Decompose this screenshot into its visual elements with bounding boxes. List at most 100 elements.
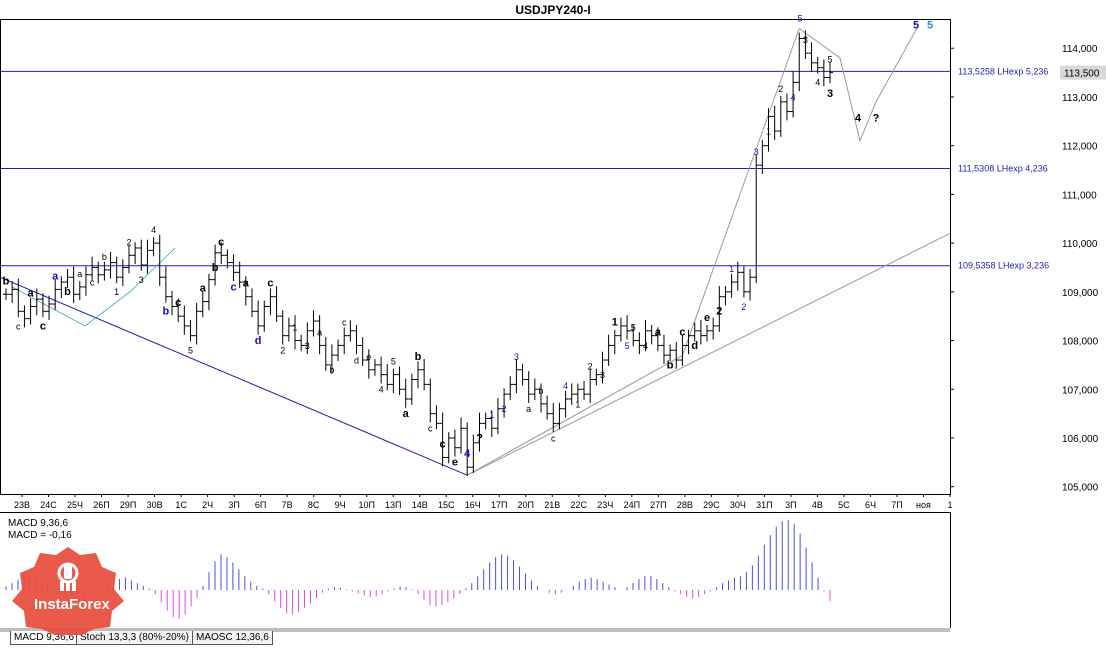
x-tick-label: 30В <box>147 500 163 510</box>
wave-label: 5 <box>913 20 919 32</box>
y-tick-label: 112,000 <box>1062 142 1098 153</box>
wave-label: d <box>691 340 698 352</box>
x-tick-label: 24П <box>624 500 640 510</box>
wave-label: a <box>526 404 531 414</box>
wave-label: 1 <box>729 264 734 274</box>
wave-label: 2 <box>778 84 783 94</box>
y-tick-label: 105,000 <box>1062 483 1099 494</box>
wave-label: e <box>452 457 458 469</box>
x-tick-label: 21В <box>544 500 560 510</box>
x-tick-label: 6П <box>255 500 266 510</box>
candles <box>3 30 833 476</box>
wave-label: b <box>212 262 219 274</box>
x-tick-label: 2Ч <box>202 500 213 510</box>
y-tick-label: 106,000 <box>1062 434 1099 445</box>
x-tick-label: 29С <box>703 500 720 510</box>
wave-label: a <box>200 283 207 295</box>
x-tick-label: 10П <box>358 500 374 510</box>
x-tick-label: 27П <box>650 500 666 510</box>
wave-label: c <box>440 438 446 450</box>
x-tick-label: 1С <box>175 500 187 510</box>
x-tick-label: 20П <box>518 500 534 510</box>
wave-label: b <box>415 351 422 363</box>
wave-label: a <box>243 278 250 290</box>
wave-label: 5 <box>391 357 396 367</box>
wave-label: ? <box>476 432 483 444</box>
x-tick-label: 24С <box>40 500 57 510</box>
wave-label: a <box>28 287 35 299</box>
x-tick-label: 8С <box>308 500 320 510</box>
wave-label: 4 <box>791 92 796 102</box>
wave-label: c <box>218 236 224 248</box>
wave-label: c <box>230 281 236 293</box>
wave-label: b <box>163 306 170 318</box>
wave-label: 3 <box>514 352 519 362</box>
wave-label: b <box>667 359 674 371</box>
wave-label: 5 <box>625 341 630 351</box>
wave-label: b <box>538 386 543 396</box>
wave-label: c <box>551 433 556 443</box>
panel-bottom-strip <box>0 628 950 632</box>
wave-label: a <box>77 269 82 279</box>
wave-label: 5 <box>631 323 636 333</box>
y-tick-label: 109,000 <box>1062 288 1099 299</box>
wave-label: ? <box>873 112 880 124</box>
wave-label: c <box>267 278 273 290</box>
x-tick-label: 4В <box>812 500 823 510</box>
wave-label: 1 <box>489 410 494 420</box>
x-tick-label: 30Ч <box>730 500 746 510</box>
wave-label: 5 <box>797 13 802 23</box>
wave-label: 5 <box>927 20 933 32</box>
wave-label: c <box>90 277 95 287</box>
wave-label: 1 <box>293 323 298 333</box>
wave-label: 1 <box>114 287 119 297</box>
wave-label: b <box>102 252 107 262</box>
wave-label: 1 <box>612 317 618 329</box>
x-tick-label: 9Ч <box>335 500 346 510</box>
wave-label: 4 <box>464 448 471 460</box>
wave-path-up-2 <box>681 28 800 356</box>
wave-label: 2 <box>716 306 722 318</box>
level-label: 111,5308 LHexp 4,236 <box>958 164 1048 174</box>
wave-label: 4 <box>151 225 156 235</box>
wave-label: b <box>64 286 71 298</box>
macd-value: MACD = -0,16 <box>8 530 72 541</box>
wave-label: c <box>40 320 46 332</box>
x-tick-label: 3П <box>228 500 239 510</box>
x-tick-label: 7В <box>282 500 293 510</box>
level-label: 109,5358 LHexp 3,236 <box>958 261 1049 271</box>
wave-label: 5 <box>827 55 832 65</box>
wave-label: 3 <box>139 275 144 285</box>
wave-path-up <box>466 354 683 476</box>
price-axis: 105,000 106,000 107,000 108,000 109,000 110,0… <box>950 44 1106 494</box>
x-tick-label: 28В <box>677 500 693 510</box>
x-tick-label: 3П <box>785 500 796 510</box>
x-tick-label: 23Ч <box>597 500 613 510</box>
price-frame <box>0 19 951 495</box>
y-tick-label: 111,000 <box>1062 190 1097 201</box>
wave-label: 2 <box>280 346 285 356</box>
wave-label: a <box>403 408 410 420</box>
wave-label: c <box>16 321 21 331</box>
wave-label: e <box>366 352 371 362</box>
level-label: 113,5258 LHexp 5,236 <box>958 66 1048 76</box>
wave-label: b <box>329 365 334 375</box>
trend-lines <box>0 26 951 476</box>
wave-label: 3 <box>600 370 605 380</box>
time-axis: 23В 24С 25Ч 26П 29П 30В 1С 2Ч 3П 6П 7В 8С 9Ч 10П 13П 14… <box>14 494 953 510</box>
support-line <box>466 232 951 476</box>
wave-label: 4 <box>855 112 862 124</box>
x-tick-label: 29П <box>120 500 136 510</box>
tab-maosc[interactable]: MAOSC 12,36,6 <box>192 631 273 645</box>
x-tick-label: 6Ч <box>865 500 876 510</box>
x-tick-label: 26П <box>93 500 109 510</box>
y-tick-label: 107,000 <box>1062 385 1099 396</box>
x-tick-label: 25Ч <box>67 500 83 510</box>
macd-title: MACD 9,36,6 <box>8 518 68 529</box>
x-tick-label: 14В <box>412 500 428 510</box>
